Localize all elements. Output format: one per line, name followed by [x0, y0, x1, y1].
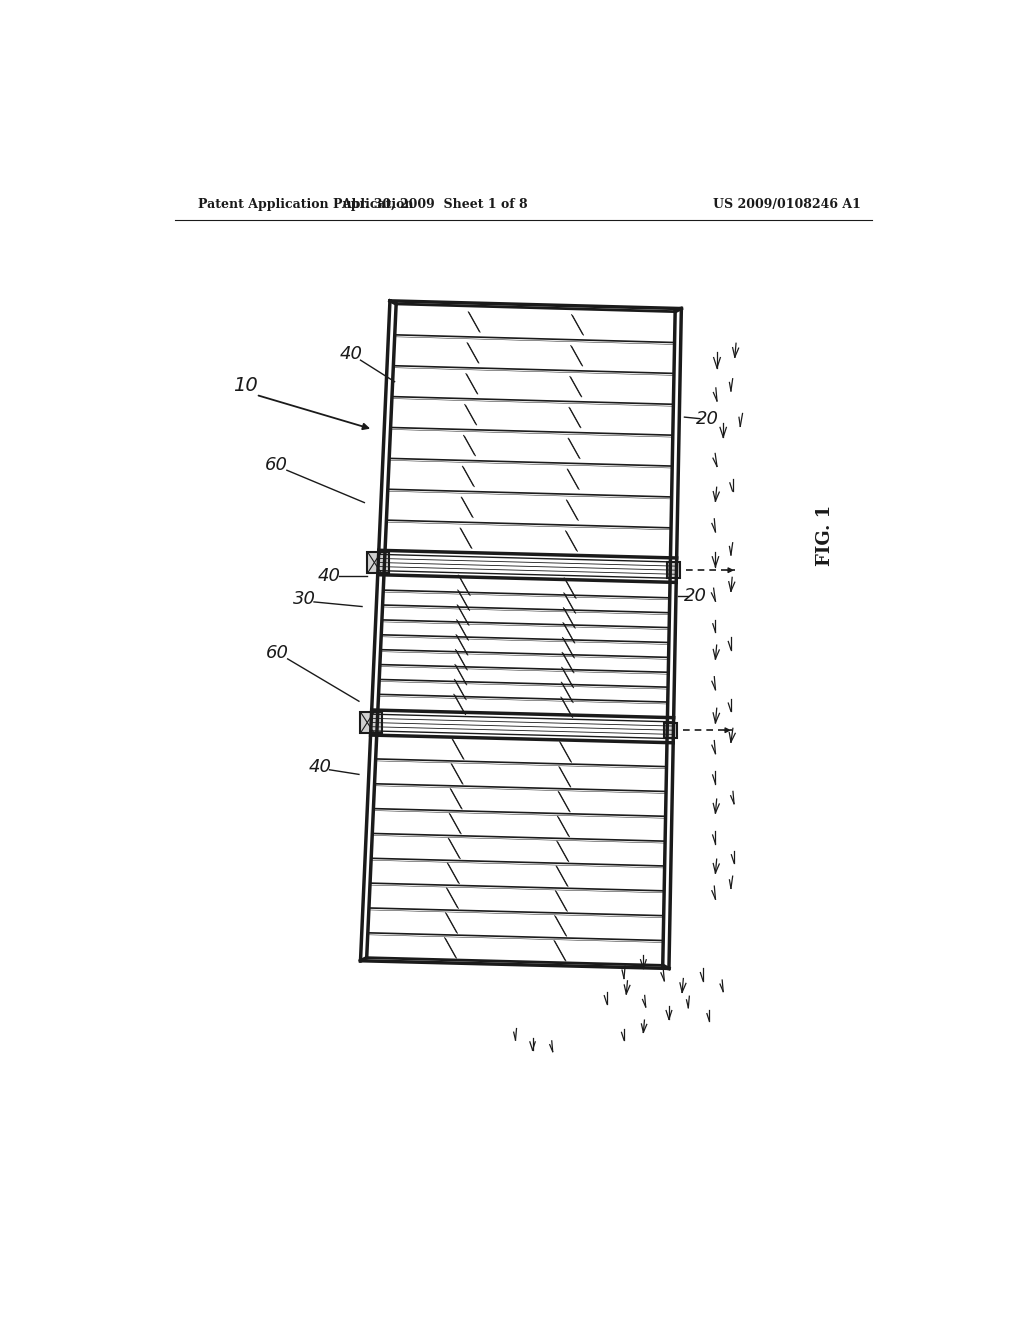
Text: 40: 40: [340, 345, 362, 363]
Text: US 2009/0108246 A1: US 2009/0108246 A1: [713, 198, 861, 211]
Text: FIG. 1: FIG. 1: [816, 506, 835, 566]
Text: 60: 60: [265, 455, 289, 474]
Text: 20: 20: [684, 587, 707, 605]
Text: 10: 10: [233, 376, 258, 395]
Text: 20: 20: [696, 409, 719, 428]
Bar: [667, 562, 680, 578]
Text: 40: 40: [308, 758, 332, 776]
Bar: [665, 722, 677, 738]
Text: Apr. 30, 2009  Sheet 1 of 8: Apr. 30, 2009 Sheet 1 of 8: [341, 198, 527, 211]
Text: 60: 60: [266, 644, 289, 661]
Bar: [360, 711, 382, 734]
Text: 30: 30: [293, 590, 316, 607]
Text: Patent Application Publication: Patent Application Publication: [198, 198, 414, 211]
Text: 40: 40: [318, 566, 341, 585]
Bar: [368, 552, 389, 573]
